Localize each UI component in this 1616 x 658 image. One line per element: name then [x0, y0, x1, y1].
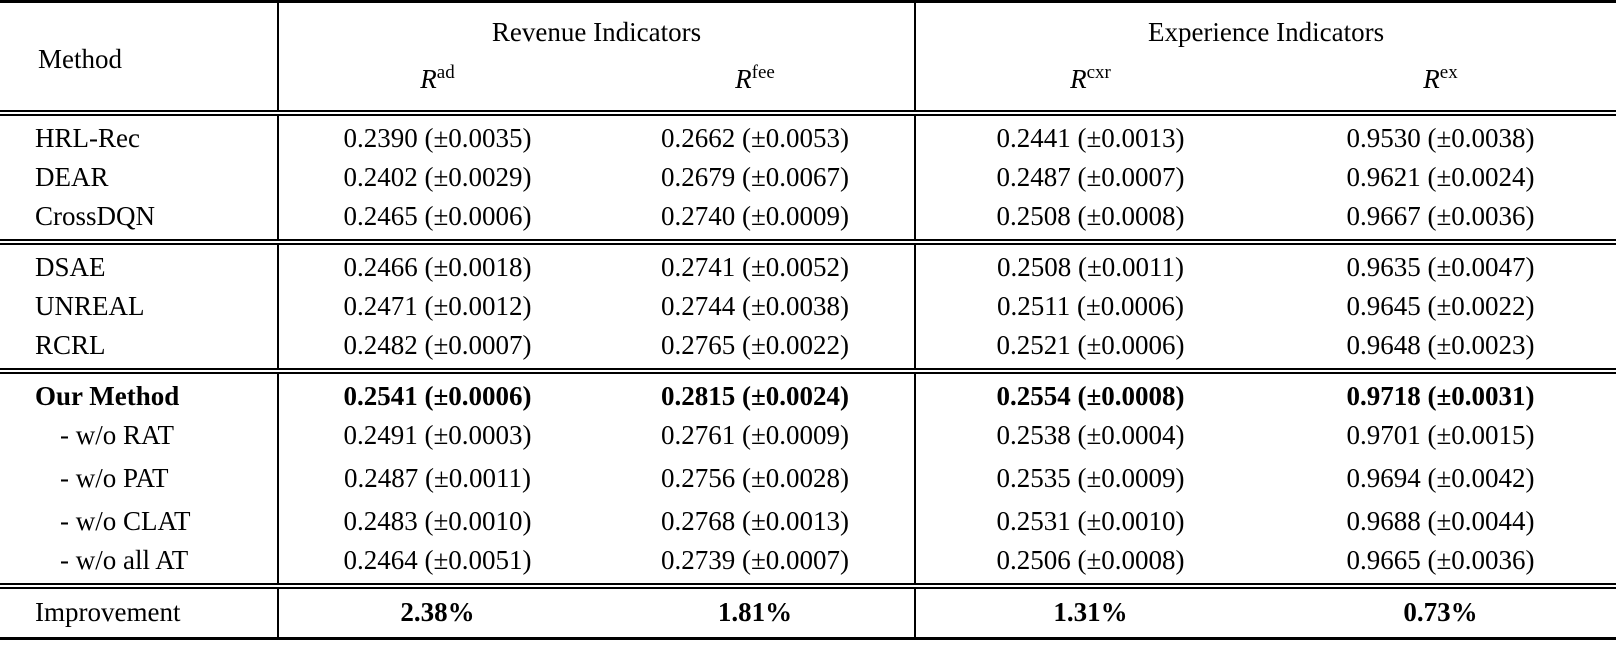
value-cell: 0.2521 (±0.0006) [914, 328, 1266, 371]
value-cell: 0.2768 (±0.0013) [660, 506, 850, 536]
value-cell: 0.9530 (±0.0038) [1346, 123, 1535, 153]
value-cell: 0.2815 (±0.0024) [660, 381, 850, 411]
value-cell: 0.2554 (±0.0008) [914, 371, 1266, 414]
value-cell: 0.9694 (±0.0042) [1346, 463, 1535, 493]
table-row: CrossDQN 0.2465 (±0.0006) 0.2740 (±0.000… [0, 199, 1616, 242]
our-method-row: Our Method 0.2541 (±0.0006) 0.2815 (±0.0… [0, 371, 1616, 414]
method-cell: HRL-Rec [35, 123, 140, 153]
value-cell: 0.2482 (±0.0007) [277, 328, 596, 371]
value-cell: 0.2487 (±0.0007) [914, 156, 1266, 199]
value-cell: 0.2756 (±0.0028) [660, 463, 850, 493]
value-cell: 0.2464 (±0.0051) [277, 543, 596, 586]
ablation-row: - w/o all AT 0.2464 (±0.0051) 0.2739 (±0… [0, 543, 1616, 586]
improvement-value-cell: 2.38% [277, 586, 596, 638]
method-cell: - w/o PAT [60, 463, 169, 493]
value-cell: 0.2765 (±0.0022) [660, 330, 850, 360]
value-cell: 0.2390 (±0.0035) [277, 113, 596, 156]
r-ex-symbol: R [1423, 63, 1440, 94]
improvement-value-cell: 1.31% [914, 586, 1266, 638]
r-ex-superscript: ex [1439, 61, 1458, 83]
group-header-row: Method Revenue Indicators Experience Ind… [0, 1, 1616, 72]
baselines-section-2: DSAE 0.2466 (±0.0018) 0.2741 (±0.0052) 0… [0, 242, 1616, 371]
value-cell: 0.9648 (±0.0023) [1346, 330, 1535, 360]
value-cell: 0.9701 (±0.0015) [1346, 420, 1535, 450]
method-cell: RCRL [35, 330, 106, 360]
method-cell: - w/o CLAT [60, 506, 191, 536]
r-cxr-symbol: R [1070, 63, 1087, 94]
value-cell: 0.2441 (±0.0013) [914, 113, 1266, 156]
table-row: DSAE 0.2466 (±0.0018) 0.2741 (±0.0052) 0… [0, 242, 1616, 285]
value-cell: 0.2744 (±0.0038) [660, 291, 850, 321]
value-cell: 0.2511 (±0.0006) [914, 285, 1266, 328]
improvement-label-cell: Improvement [35, 597, 181, 628]
value-cell: 0.2402 (±0.0029) [277, 156, 596, 199]
value-cell: 0.2739 (±0.0007) [660, 545, 850, 575]
value-cell: 0.2487 (±0.0011) [277, 457, 596, 500]
improvement-value-cell: 1.81% [717, 597, 793, 628]
value-cell: 0.2741 (±0.0052) [660, 252, 850, 282]
improvement-value-cell: 0.73% [1403, 597, 1478, 628]
r-cxr-column-header: Rcxr [914, 56, 1266, 113]
value-cell: 0.2508 (±0.0008) [914, 199, 1266, 242]
value-cell: 0.2538 (±0.0004) [914, 414, 1266, 457]
value-cell: 0.2466 (±0.0018) [277, 242, 596, 285]
baselines-section-1: HRL-Rec 0.2390 (±0.0035) 0.2662 (±0.0053… [0, 113, 1616, 242]
value-cell: 0.2679 (±0.0067) [660, 162, 850, 192]
method-cell: UNREAL [35, 291, 145, 321]
value-cell: 0.2740 (±0.0009) [660, 201, 850, 231]
r-fee-superscript: fee [751, 61, 775, 83]
method-cell: - w/o all AT [60, 545, 189, 575]
value-cell: 0.9718 (±0.0031) [1346, 381, 1535, 411]
ablation-row: - w/o PAT 0.2487 (±0.0011) 0.2756 (±0.00… [0, 457, 1616, 500]
our-method-section: Our Method 0.2541 (±0.0006) 0.2815 (±0.0… [0, 371, 1616, 586]
value-cell: 0.2506 (±0.0008) [914, 543, 1266, 586]
table-row: HRL-Rec 0.2390 (±0.0035) 0.2662 (±0.0053… [0, 113, 1616, 156]
r-ex-column-header: Rex [1265, 56, 1616, 113]
value-cell: 0.9621 (±0.0024) [1346, 162, 1535, 192]
r-cxr-superscript: cxr [1086, 61, 1111, 83]
revenue-indicators-group-header: Revenue Indicators [276, 1, 916, 56]
r-ad-column-header: Rad [277, 56, 596, 113]
table-row: RCRL 0.2482 (±0.0007) 0.2765 (±0.0022) 0… [0, 328, 1616, 371]
value-cell: 0.2491 (±0.0003) [277, 414, 596, 457]
value-cell: 0.9645 (±0.0022) [1346, 291, 1535, 321]
improvement-section: Improvement 2.38% 1.81% 1.31% 0.73% [0, 586, 1616, 638]
sub-header-row: Rad Rfee Rcxr Rex [0, 56, 1616, 113]
r-ad-superscript: ad [436, 61, 455, 83]
method-cell: Our Method [35, 381, 180, 411]
method-cell: DEAR [35, 162, 109, 192]
r-fee-column-header: Rfee [596, 56, 915, 113]
ablation-row: - w/o RAT 0.2491 (±0.0003) 0.2761 (±0.00… [0, 414, 1616, 457]
value-cell: 0.2535 (±0.0009) [914, 457, 1266, 500]
r-fee-symbol: R [735, 63, 752, 94]
ablation-row: - w/o CLAT 0.2483 (±0.0010) 0.2768 (±0.0… [0, 500, 1616, 543]
method-cell: - w/o RAT [60, 420, 174, 450]
value-cell: 0.2531 (±0.0010) [914, 500, 1266, 543]
method-column-header: Method [38, 44, 122, 74]
value-cell: 0.2761 (±0.0009) [660, 420, 850, 450]
value-cell: 0.9635 (±0.0047) [1346, 252, 1535, 282]
value-cell: 0.2471 (±0.0012) [277, 285, 596, 328]
value-cell: 0.9667 (±0.0036) [1346, 201, 1535, 231]
value-cell: 0.9665 (±0.0036) [1346, 545, 1535, 575]
r-ad-symbol: R [420, 63, 437, 94]
value-cell: 0.2662 (±0.0053) [660, 123, 850, 153]
table-header: Method Revenue Indicators Experience Ind… [0, 1, 1616, 113]
value-cell: 0.2541 (±0.0006) [277, 371, 596, 414]
improvement-row: Improvement 2.38% 1.81% 1.31% 0.73% [0, 586, 1616, 638]
table-row: UNREAL 0.2471 (±0.0012) 0.2744 (±0.0038)… [0, 285, 1616, 328]
method-cell: DSAE [35, 252, 106, 282]
value-cell: 0.2483 (±0.0010) [277, 500, 596, 543]
value-cell: 0.9688 (±0.0044) [1346, 506, 1535, 536]
results-table: Method Revenue Indicators Experience Ind… [0, 0, 1616, 640]
method-cell: CrossDQN [35, 201, 156, 231]
value-cell: 0.2465 (±0.0006) [277, 199, 596, 242]
experience-indicators-group-header: Experience Indicators [914, 1, 1616, 56]
table-row: DEAR 0.2402 (±0.0029) 0.2679 (±0.0067) 0… [0, 156, 1616, 199]
value-cell: 0.2508 (±0.0011) [914, 242, 1266, 285]
